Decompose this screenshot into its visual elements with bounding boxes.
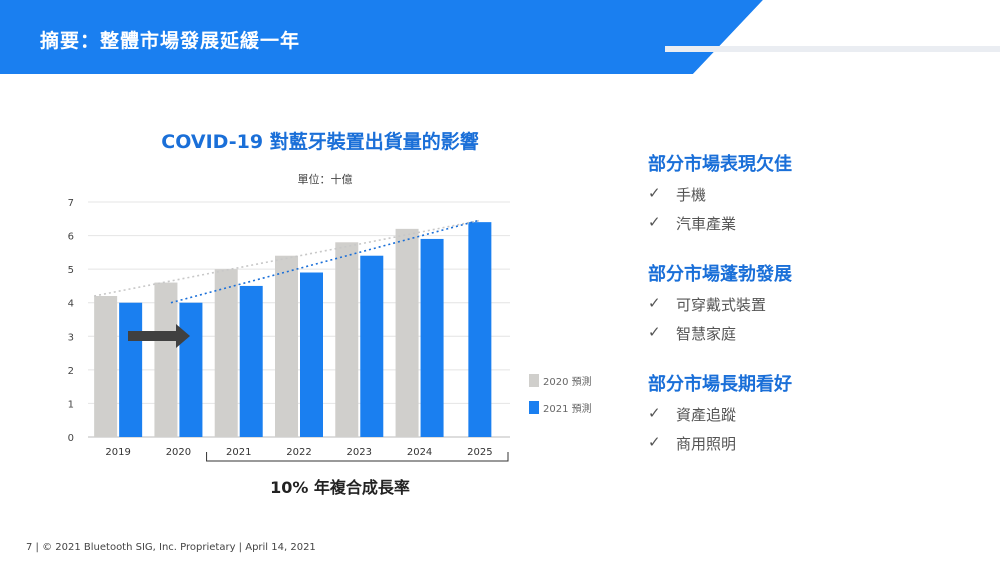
chart-unit-label: 單位：十億	[297, 173, 353, 186]
y-tick-label: 5	[68, 265, 74, 276]
y-tick-label: 0	[68, 433, 74, 444]
footer: 7 | © 2021 Bluetooth SIG, Inc. Proprieta…	[26, 542, 316, 553]
bar-2021-forecast	[468, 222, 492, 437]
y-tick-label: 3	[68, 332, 74, 343]
trend-line-2020	[93, 219, 481, 297]
bar-2020-forecast	[275, 255, 298, 437]
list-item: ✓ 手機	[648, 184, 707, 204]
section-heading: 部分市場長期看好	[648, 374, 792, 395]
x-tick-label: 2020	[166, 447, 191, 458]
legend-item-2020: 2020 預測	[529, 373, 592, 388]
legend-label-2021: 2021 預測	[543, 404, 592, 415]
page-title: 摘要：整體市場發展延緩一年	[40, 30, 301, 52]
section-thriving: 部分市場蓬勃發展 ✓ 可穿戴式裝置 ✓ 智慧家庭	[648, 260, 792, 344]
section-heading: 部分市場蓬勃發展	[648, 264, 792, 285]
x-tick-label: 2019	[105, 447, 130, 458]
check-icon: ✓	[648, 323, 661, 341]
check-icon: ✓	[648, 184, 661, 202]
check-icon: ✓	[648, 433, 661, 451]
bar-2020-forecast	[214, 269, 238, 437]
y-tick-label: 1	[68, 399, 74, 410]
section-underperforming: 部分市場表現欠佳 ✓ 手機 ✓ 汽車產業	[648, 150, 792, 234]
section-long-term: 部分市場長期看好 ✓ 資產追蹤 ✓ 商用照明	[648, 370, 792, 454]
legend-swatch-2021	[529, 401, 539, 414]
x-tick-label: 2023	[347, 447, 372, 458]
check-icon: ✓	[648, 294, 661, 312]
y-tick-label: 4	[68, 299, 74, 310]
bar-2020-forecast	[94, 296, 118, 437]
list-item: ✓ 汽車產業	[648, 213, 737, 233]
legend-swatch-2020	[529, 374, 539, 387]
banner-shape	[0, 0, 1000, 74]
bar-2020-forecast	[154, 282, 178, 437]
list-item: ✓ 商用照明	[648, 433, 737, 453]
y-tick-label: 7	[68, 198, 74, 209]
x-tick-label: 2024	[407, 447, 432, 458]
bar-2021-forecast	[179, 302, 203, 437]
trend-line-2021	[170, 219, 481, 304]
legend-label-2020: 2020 預測	[543, 377, 592, 388]
check-icon: ✓	[648, 213, 661, 231]
list-item: ✓ 智慧家庭	[648, 323, 737, 343]
section-heading: 部分市場表現欠佳	[648, 154, 792, 175]
x-tick-label: 2021	[226, 447, 251, 458]
list-item: ✓ 可穿戴式裝置	[648, 294, 767, 314]
y-tick-label: 2	[68, 366, 74, 377]
bar-2021-forecast	[239, 285, 263, 437]
cagr-label: 10% 年複合成長率	[270, 478, 410, 497]
y-tick-label: 6	[68, 232, 74, 243]
bar-2021-forecast	[360, 255, 384, 437]
delay-arrow-icon	[128, 324, 190, 348]
header-banner: 摘要：整體市場發展延緩一年	[0, 0, 1000, 80]
bar-2021-forecast	[300, 272, 323, 437]
bar-2021-forecast	[119, 302, 143, 437]
x-tick-label: 2025	[467, 447, 492, 458]
chart-title: COVID-19 對藍牙裝置出貨量的影響	[161, 131, 479, 153]
bar-2021-forecast	[420, 238, 444, 437]
cagr-bracket	[206, 452, 509, 462]
list-item: ✓ 資產追蹤	[648, 404, 737, 424]
x-tick-label: 2022	[286, 447, 311, 458]
bar-2020-forecast	[335, 242, 359, 437]
check-icon: ✓	[648, 404, 661, 422]
bar-2020-forecast	[395, 228, 419, 437]
legend-item-2021: 2021 預測	[529, 400, 592, 415]
